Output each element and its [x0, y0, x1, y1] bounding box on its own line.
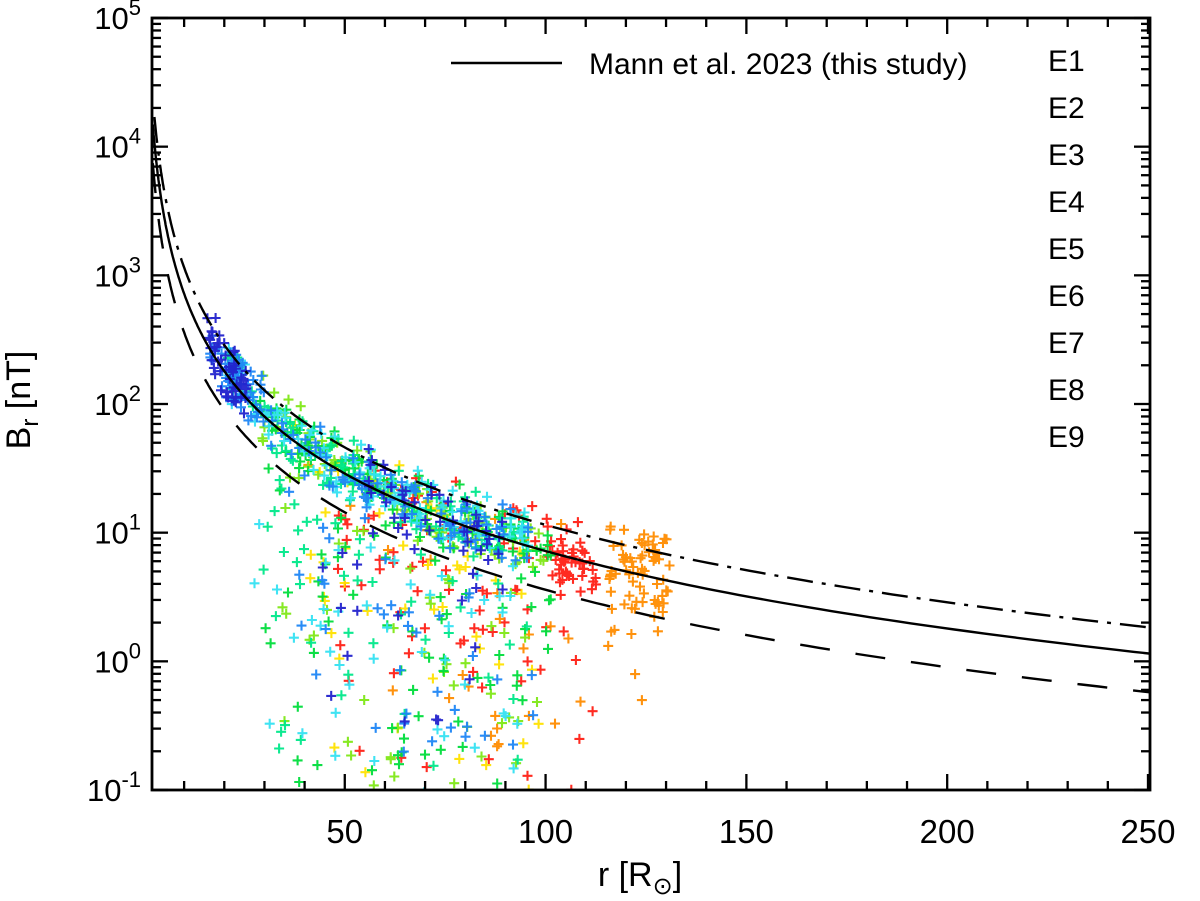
- scatter-points-layer: [202, 313, 675, 790]
- model-curve-upper-bound: [153, 116, 1150, 629]
- encounter-E2-points: [303, 456, 675, 752]
- y-tick-label: 105: [94, 0, 141, 36]
- legend-encounter-E6: E6: [1048, 280, 1085, 313]
- y-tick-label: 101: [94, 510, 141, 551]
- legend-encounter-E2: E2: [1048, 92, 1085, 125]
- legend-label: Mann et al. 2023 (this study): [589, 48, 968, 81]
- model-curve-lower-bound: [152, 163, 1150, 694]
- legend-encounter-E1: E1: [1048, 45, 1085, 78]
- legend-encounter-E8: E8: [1048, 374, 1085, 407]
- x-tick-label: 250: [1120, 813, 1175, 850]
- y-tick-label: 104: [94, 124, 141, 165]
- y-tick-label: 102: [94, 381, 141, 422]
- legend-encounter-E3: E3: [1048, 139, 1085, 172]
- y-tick-label: 103: [94, 252, 141, 293]
- legend-encounter-E9: E9: [1048, 421, 1085, 454]
- legend-encounter-E4: E4: [1048, 186, 1085, 219]
- legend: Mann et al. 2023 (this study): [451, 48, 968, 81]
- axis-labels-layer: 50 100 150 200 250 105 104 103 102 101 100 10-1: [87, 0, 1176, 850]
- x-tick-label: 200: [920, 813, 975, 850]
- x-tick-label: 100: [518, 813, 573, 850]
- x-tick-label: 50: [326, 813, 363, 850]
- y-axis-title: Br [nT]: [0, 351, 44, 450]
- plot-frame: [150, 16, 1152, 792]
- model-curve-mann2023-fit: [152, 124, 1150, 655]
- x-tick-label: 150: [719, 813, 774, 850]
- encounter-legend: E1 E2 E3 E4 E5 E6 E7 E8 E9: [1048, 45, 1085, 454]
- y-tick-label: 100: [94, 638, 141, 679]
- x-axis-title: r [R⊙]: [598, 856, 682, 900]
- legend-encounter-E7: E7: [1048, 327, 1085, 360]
- y-tick-label: 10-1: [87, 767, 141, 808]
- axis-ticks-layer: [152, 16, 1150, 792]
- model-curves-layer: [152, 116, 1150, 694]
- legend-encounter-E5: E5: [1048, 233, 1085, 266]
